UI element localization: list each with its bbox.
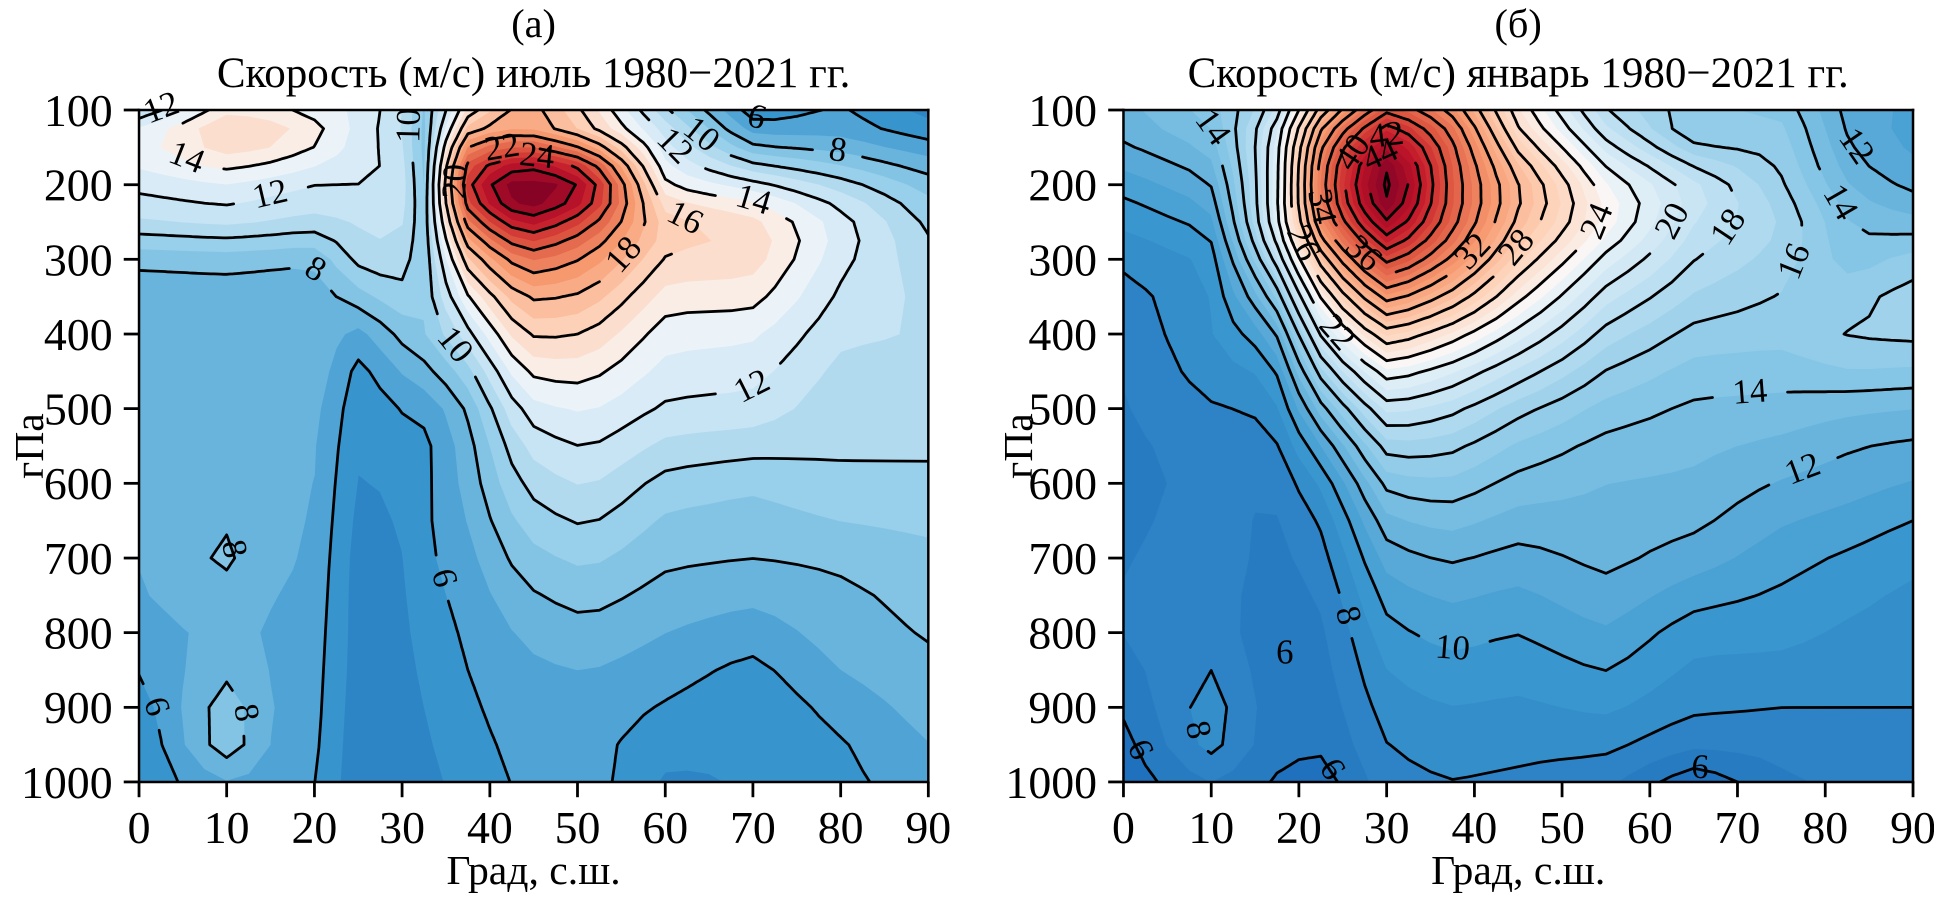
svg-text:900: 900 [1028, 682, 1097, 733]
svg-text:(а): (а) [511, 1, 556, 46]
svg-text:70: 70 [730, 802, 776, 853]
svg-text:70: 70 [1715, 802, 1761, 853]
svg-text:0: 0 [128, 802, 151, 853]
svg-text:800: 800 [1028, 608, 1097, 659]
svg-text:34: 34 [1300, 186, 1345, 227]
svg-text:300: 300 [44, 234, 113, 285]
svg-text:8: 8 [827, 129, 850, 170]
svg-text:40: 40 [467, 802, 513, 853]
svg-text:20: 20 [292, 802, 338, 853]
svg-text:900: 900 [44, 682, 113, 733]
svg-text:100: 100 [1028, 85, 1097, 136]
svg-text:700: 700 [44, 533, 113, 584]
svg-text:10: 10 [388, 108, 428, 143]
svg-text:0: 0 [1112, 802, 1135, 853]
svg-text:40: 40 [1452, 802, 1498, 853]
svg-text:30: 30 [1364, 802, 1410, 853]
svg-text:800: 800 [44, 608, 113, 659]
svg-text:20: 20 [434, 163, 475, 200]
svg-text:80: 80 [818, 802, 864, 853]
svg-text:600: 600 [44, 458, 113, 509]
svg-text:1000: 1000 [1005, 757, 1097, 808]
svg-text:60: 60 [1627, 802, 1673, 853]
svg-text:24: 24 [518, 134, 557, 176]
svg-text:Град, с.ш.: Град, с.ш. [447, 848, 621, 894]
svg-text:14: 14 [1731, 370, 1769, 411]
svg-text:500: 500 [44, 384, 113, 435]
svg-text:42: 42 [1367, 113, 1407, 156]
svg-text:200: 200 [44, 160, 113, 211]
svg-text:6: 6 [1276, 632, 1293, 671]
svg-text:200: 200 [1028, 160, 1097, 211]
svg-text:6: 6 [1690, 746, 1710, 786]
svg-text:гПа: гПа [7, 413, 53, 479]
svg-text:12: 12 [249, 170, 292, 216]
svg-text:90: 90 [1890, 802, 1934, 853]
svg-text:20: 20 [1276, 802, 1322, 853]
svg-text:Скорость (м/с) январь 1980−202: Скорость (м/с) январь 1980−2021 гг. [1188, 50, 1849, 97]
svg-text:Скорость (м/с) июль 1980−2021: Скорость (м/с) июль 1980−2021 гг. [217, 50, 851, 97]
svg-text:10: 10 [1434, 626, 1471, 667]
svg-text:700: 700 [1028, 533, 1097, 584]
svg-text:600: 600 [1028, 458, 1097, 509]
svg-text:300: 300 [1028, 234, 1097, 285]
svg-text:10: 10 [204, 802, 250, 853]
svg-text:гПа: гПа [996, 413, 1042, 479]
svg-text:400: 400 [44, 309, 113, 360]
svg-text:1000: 1000 [21, 757, 113, 808]
svg-text:500: 500 [1028, 384, 1097, 435]
svg-text:30: 30 [379, 802, 425, 853]
svg-text:60: 60 [642, 802, 688, 853]
svg-text:8: 8 [226, 701, 267, 725]
svg-text:80: 80 [1802, 802, 1848, 853]
svg-text:100: 100 [44, 85, 113, 136]
svg-text:Град, с.ш.: Град, с.ш. [1431, 848, 1605, 894]
svg-text:50: 50 [555, 802, 601, 853]
svg-text:22: 22 [482, 125, 523, 169]
svg-text:400: 400 [1028, 309, 1097, 360]
svg-text:(б): (б) [1495, 1, 1542, 46]
svg-text:90: 90 [905, 802, 951, 853]
svg-text:50: 50 [1539, 802, 1585, 853]
svg-text:10: 10 [1188, 802, 1234, 853]
